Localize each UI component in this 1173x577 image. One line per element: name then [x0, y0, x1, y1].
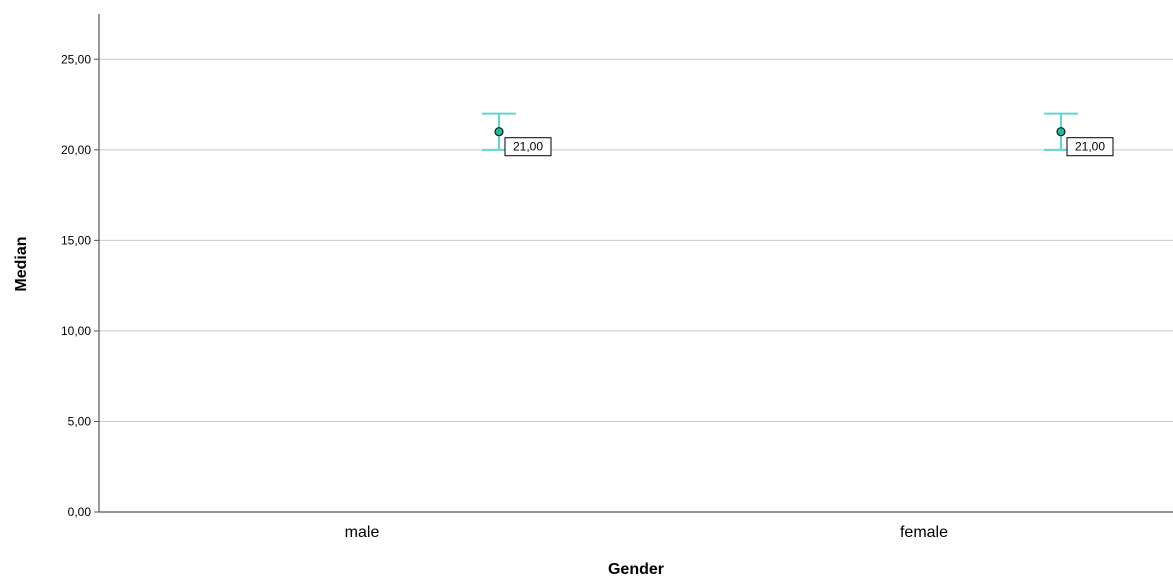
x-category-label: male [345, 524, 380, 541]
y-tick-labels: 0,00 5,00 10,00 15,00 20,00 25,00 [61, 52, 91, 519]
data-label-box [504, 137, 552, 157]
y-tick-label: 25,00 [61, 52, 91, 66]
data-point [494, 127, 504, 137]
y-tick-label: 0,00 [68, 505, 92, 519]
error-bar-point-group: 21,00 [1044, 112, 1114, 157]
gridlines [94, 58, 1173, 513]
x-category-labels: male female [345, 524, 948, 541]
y-tick-label: 5,00 [68, 414, 92, 428]
y-tick-label: 10,00 [61, 324, 91, 338]
error-bar-point-group: 21,00 [482, 112, 552, 157]
y-axis-title: Median [13, 236, 30, 291]
data-marks: 21,00 21,00 [482, 112, 1114, 157]
axes [98, 14, 1173, 513]
x-axis-title: Gender [608, 561, 664, 577]
y-tick-label: 20,00 [61, 143, 91, 157]
data-label-box [1066, 137, 1114, 157]
x-category-label: female [900, 524, 948, 541]
data-label: 21,00 [513, 140, 543, 154]
y-tick-label: 15,00 [61, 233, 91, 247]
data-label: 21,00 [1075, 140, 1105, 154]
data-point [1056, 127, 1066, 137]
